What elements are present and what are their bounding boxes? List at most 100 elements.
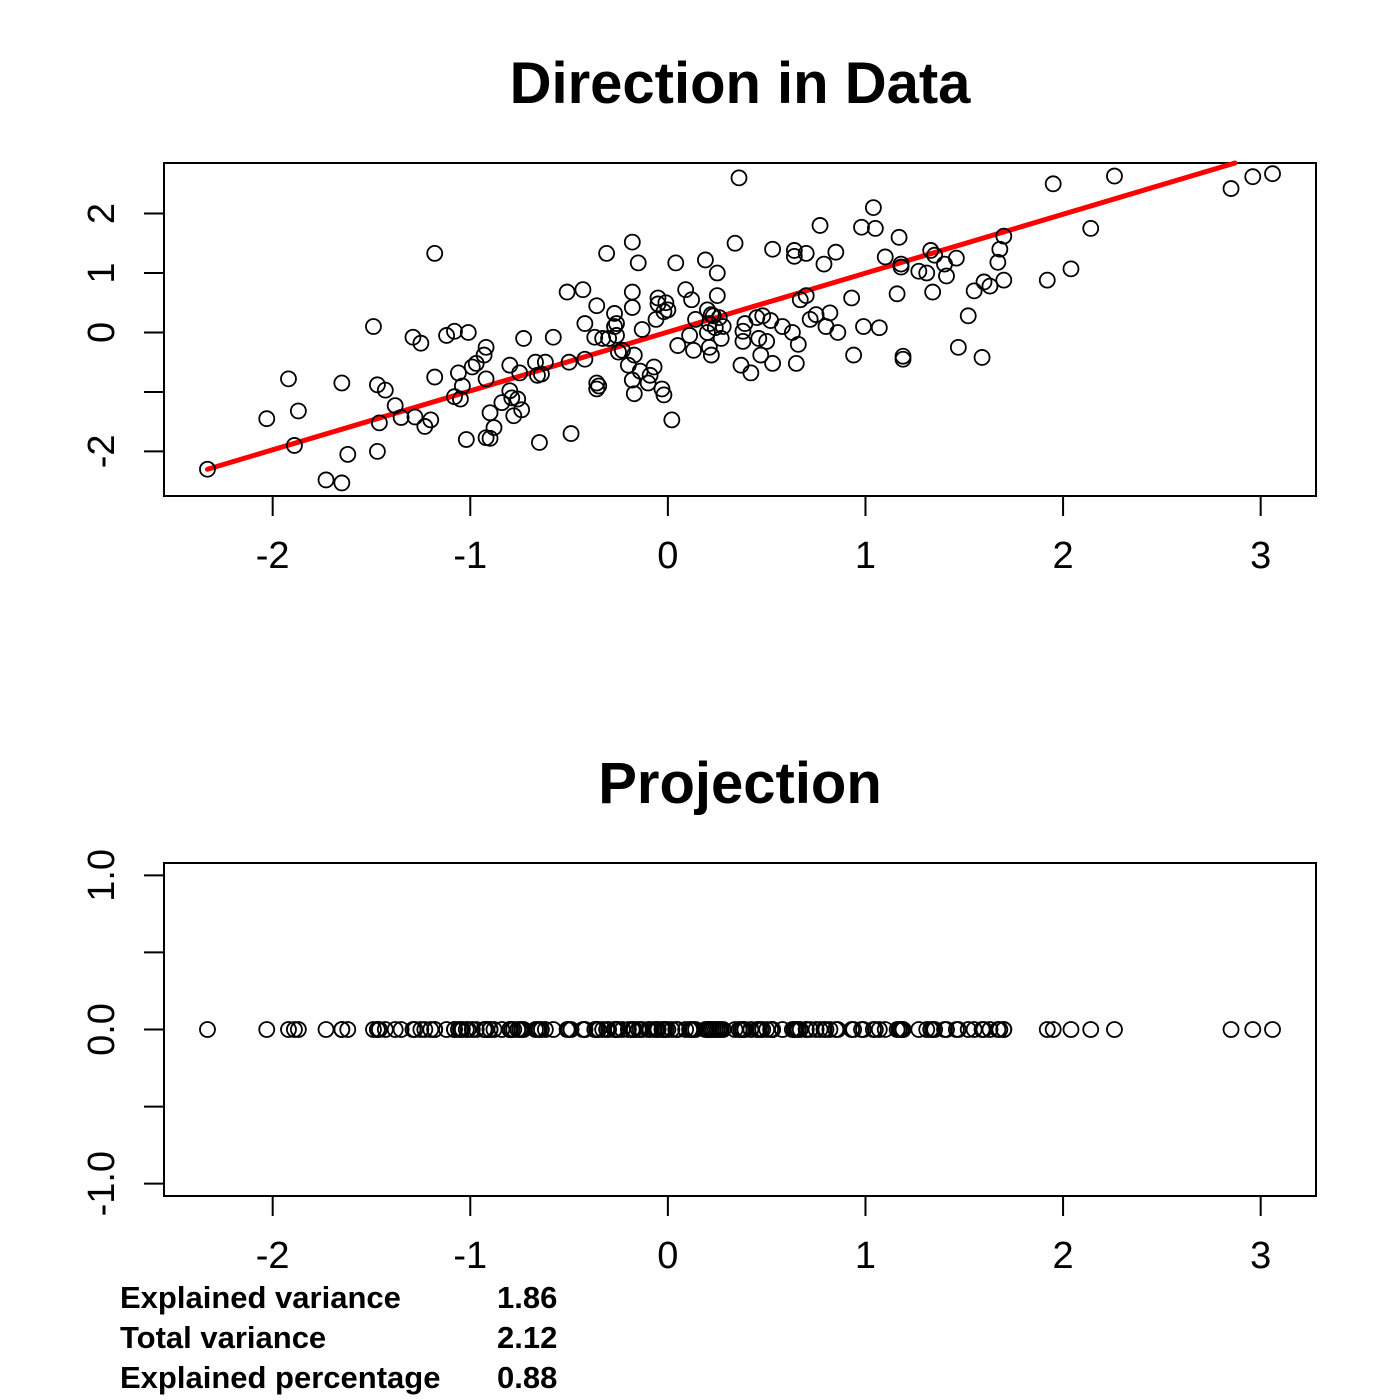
x-tick-label: 0 [657, 535, 678, 577]
data-point [1044, 1021, 1062, 1038]
y-tick-label: 0 [81, 322, 123, 343]
data-point [608, 315, 625, 332]
data-point [286, 1021, 303, 1038]
data-point [365, 1021, 382, 1038]
data-point [821, 304, 839, 322]
plot-frame [163, 862, 1317, 1197]
data-point [333, 474, 351, 492]
data-point [845, 1021, 863, 1038]
data-point [481, 1021, 499, 1038]
data-point [629, 254, 647, 272]
data-point [459, 324, 477, 341]
x-tick-label: 3 [1250, 1235, 1271, 1277]
data-point [588, 374, 606, 392]
data-point [426, 244, 444, 262]
data-point [446, 1021, 463, 1038]
data-point [1244, 168, 1262, 186]
x-tick-label: 2 [1053, 535, 1074, 577]
data-point [463, 1021, 481, 1038]
data-point [981, 277, 999, 295]
data-point [843, 289, 861, 307]
data-point [864, 199, 882, 216]
data-point [531, 434, 548, 451]
data-point [1222, 180, 1240, 197]
data-point [855, 318, 872, 335]
data-point [845, 346, 863, 364]
data-point [750, 330, 768, 347]
data-point [416, 1021, 434, 1038]
data-point [811, 217, 829, 234]
data-point [663, 411, 681, 429]
data-point [317, 471, 335, 489]
data-point [600, 1021, 617, 1038]
data-point [663, 1021, 681, 1038]
data-point [918, 264, 936, 282]
data-point [758, 332, 776, 350]
data-point [614, 341, 631, 359]
y-tick-label: -1.0 [81, 1151, 123, 1216]
data-point [576, 1021, 594, 1038]
data-point [702, 346, 720, 364]
data-point [821, 1021, 839, 1038]
data-point [641, 366, 659, 384]
data-point [333, 374, 351, 392]
data-point [710, 309, 728, 327]
data-point [981, 1021, 999, 1038]
data-point [333, 1021, 351, 1038]
y-tick-label: 1 [81, 262, 123, 283]
data-point [392, 1021, 410, 1038]
data-point [633, 321, 651, 338]
data-point [422, 411, 440, 429]
data-point [827, 243, 845, 261]
x-tick-label: -2 [256, 1235, 290, 1277]
data-point [734, 332, 752, 350]
x-tick-label: 2 [1053, 1235, 1074, 1277]
data-point [544, 328, 562, 346]
data-point [576, 315, 594, 332]
data-point [1106, 167, 1123, 185]
data-point [764, 1021, 782, 1038]
data-point [426, 368, 444, 386]
data-point [991, 1021, 1009, 1038]
data-point [412, 334, 430, 352]
data-point [493, 394, 511, 412]
data-point [655, 386, 673, 404]
data-point [926, 246, 944, 264]
data-point [280, 1021, 297, 1038]
projection-chart: Projection -2 -1 0 1 2 3 -1.0 0.0 1.0 [81, 751, 1317, 1277]
data-point [698, 301, 716, 319]
data-point [683, 291, 700, 309]
data-point [477, 338, 495, 356]
data-point [509, 390, 527, 408]
data-point [1222, 1021, 1240, 1038]
data-point [910, 262, 928, 280]
data-point [774, 318, 791, 335]
data-point [536, 353, 554, 371]
data-point [949, 338, 967, 356]
y-tick-label: -2 [81, 435, 123, 469]
data-point [1038, 1021, 1056, 1038]
data-point [918, 1021, 936, 1038]
data-point [807, 1021, 825, 1038]
data-point [457, 431, 475, 448]
data-point [623, 299, 641, 316]
stat-value: 2.12 [497, 1320, 558, 1355]
data-point [560, 353, 578, 371]
projected-points [199, 1021, 1281, 1038]
y-tick-label: 2 [81, 203, 123, 224]
data-point [726, 234, 744, 252]
data-point [712, 330, 730, 347]
data-point [866, 220, 884, 237]
data-point [536, 1021, 554, 1038]
data-point [752, 346, 770, 364]
data-point [438, 327, 455, 344]
stat-row-explained-percentage: Explained percentage 0.88 [120, 1358, 720, 1398]
x-tick-label: 1 [855, 1235, 876, 1277]
data-point [732, 356, 750, 374]
data-point [533, 365, 550, 383]
data-point [406, 408, 424, 426]
data-point [649, 1021, 667, 1038]
data-point [853, 218, 870, 236]
data-point [947, 249, 965, 267]
